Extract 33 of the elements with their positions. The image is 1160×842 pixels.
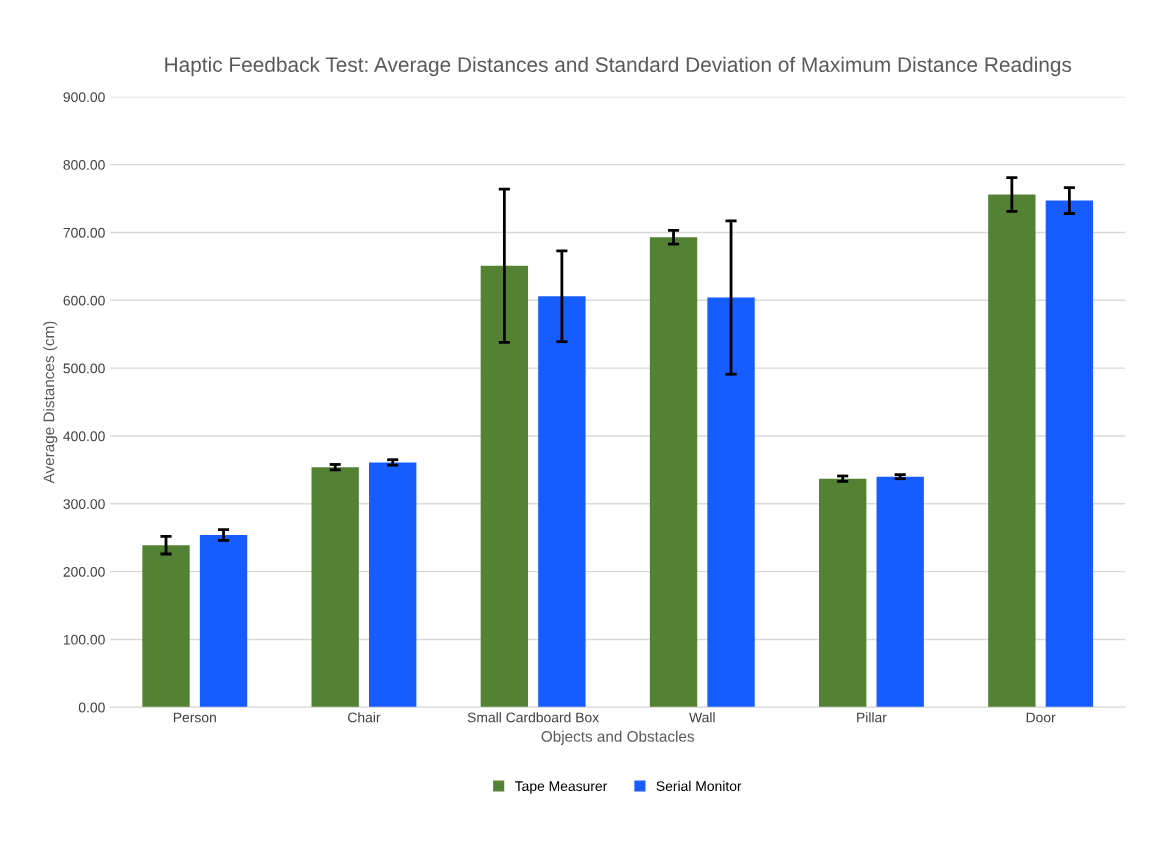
y-tick-label: 600.00	[63, 295, 105, 306]
bar	[988, 194, 1036, 708]
y-tick-label: 200.00	[63, 566, 105, 577]
x-tick-label: Small Cardboard Box	[467, 712, 599, 723]
x-axis-title: Objects and Obstacles	[541, 730, 694, 745]
bar	[369, 462, 417, 708]
y-tick-label: 800.00	[63, 159, 105, 170]
x-tick-label: Door	[1026, 712, 1056, 723]
legend-label: Serial Monitor	[656, 780, 742, 792]
y-tick-label: 100.00	[63, 634, 105, 645]
bar	[876, 476, 924, 708]
bar	[649, 237, 698, 708]
y-tick-label: 900.00	[63, 92, 105, 102]
legend-label: Tape Measurer	[514, 781, 608, 794]
bar	[707, 297, 755, 708]
bar	[819, 478, 867, 708]
bar	[1045, 200, 1094, 708]
y-tick-label: 500.00	[63, 363, 105, 374]
bar	[480, 265, 529, 708]
bar	[538, 296, 586, 708]
bar	[199, 535, 248, 708]
x-tick-label: Person	[173, 712, 216, 723]
x-tick-label: Pillar	[857, 712, 887, 723]
y-tick-label: 300.00	[63, 499, 105, 509]
bar	[142, 545, 190, 708]
y-tick-label: 0.00	[78, 702, 105, 713]
bar	[311, 467, 359, 708]
chart-title: Haptic Feedback Test: Average Distances and Standard Deviation of Maximum Distance Readings	[165, 56, 1072, 77]
x-tick-label: Chair	[348, 712, 381, 723]
y-tick-label: 700.00	[63, 227, 105, 238]
y-tick-label: 400.00	[63, 431, 105, 442]
x-tick-label: Wall	[689, 712, 715, 723]
y-axis-title: Average Distances (cm)	[43, 321, 58, 484]
